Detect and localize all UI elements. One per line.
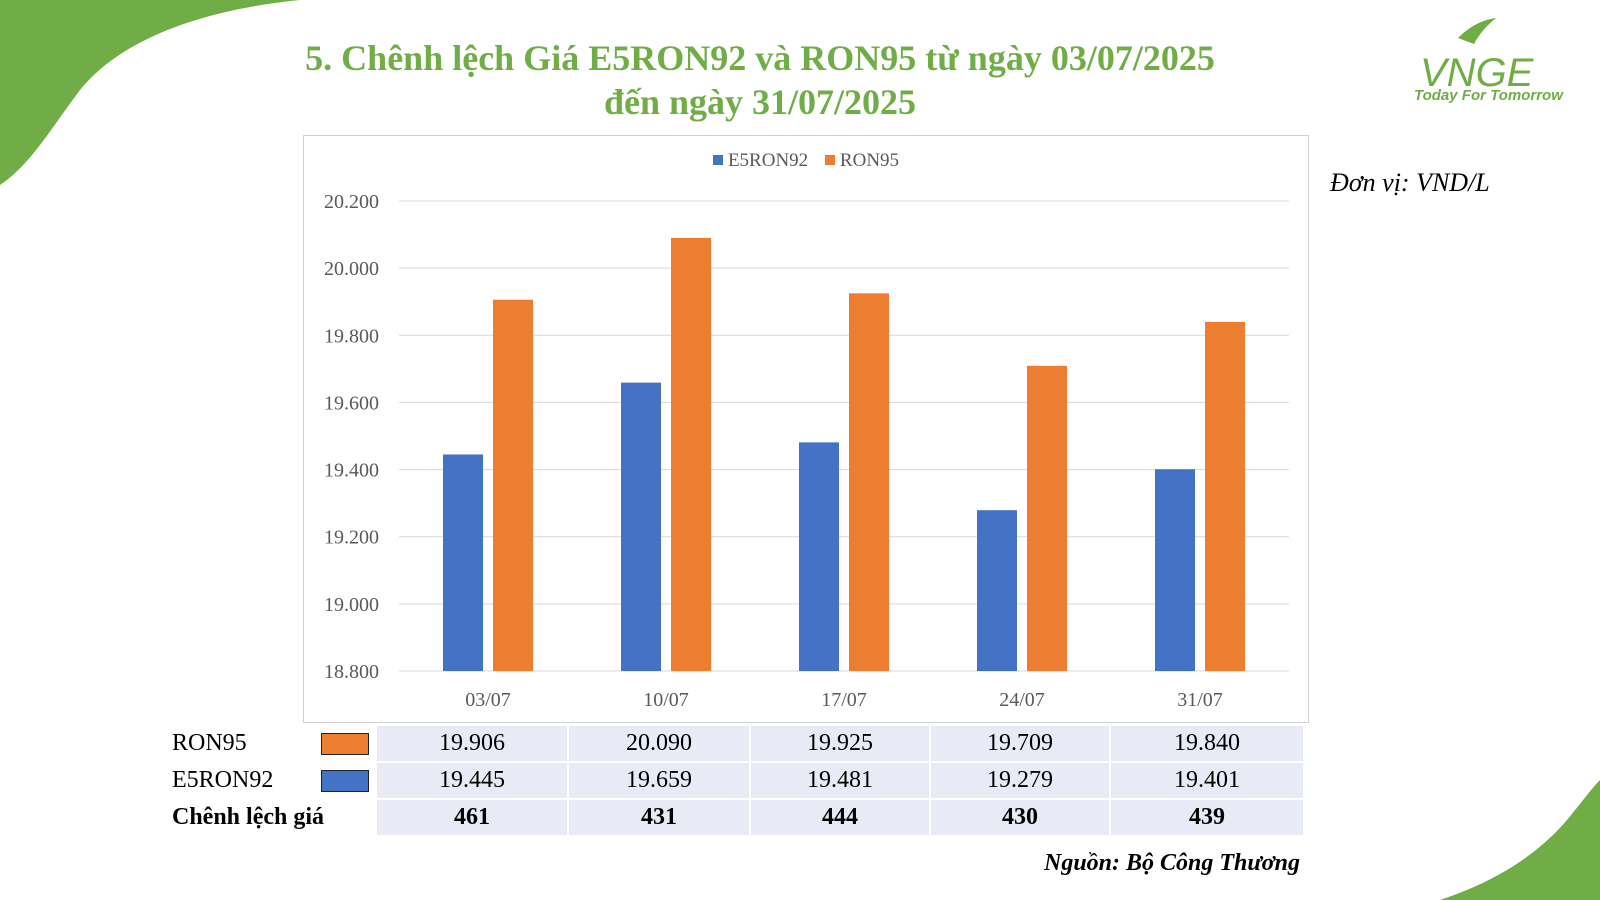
y-tick-label: 18.800 bbox=[324, 661, 379, 683]
bottom-right-leaf bbox=[1440, 780, 1600, 900]
table-row-ron95: RON95 19.906 20.090 19.925 19.709 19.840 bbox=[170, 726, 1303, 763]
logo-tagline: Today For Tomorrow bbox=[1414, 87, 1564, 104]
table-cell: 444 bbox=[749, 800, 929, 837]
x-tick-label: 10/07 bbox=[643, 689, 689, 711]
bar-e5ron92-2 bbox=[621, 382, 661, 671]
legend-item-e5ron92: E5RON92 bbox=[712, 150, 809, 172]
table-cell: 19.401 bbox=[1109, 763, 1303, 800]
y-tick-label: 20.200 bbox=[324, 191, 379, 213]
table-cell: 431 bbox=[567, 800, 749, 837]
data-table: RON95 19.906 20.090 19.925 19.709 19.840… bbox=[170, 726, 1303, 837]
legend-swatch-ron95 bbox=[824, 154, 835, 165]
row-key-e5ron92 bbox=[315, 763, 375, 800]
y-tick-label: 19.000 bbox=[324, 594, 379, 616]
row-key-ron95 bbox=[315, 726, 375, 763]
x-tick-label: 17/07 bbox=[821, 689, 867, 711]
bar-e5ron92-5 bbox=[1155, 469, 1195, 671]
table-cell: 20.090 bbox=[567, 726, 749, 763]
bar-e5ron92-4 bbox=[977, 510, 1017, 671]
table-cell: 19.709 bbox=[929, 726, 1109, 763]
logo-leaf-mark bbox=[1458, 18, 1496, 44]
table-cell: 430 bbox=[929, 800, 1109, 837]
table-cell: 19.906 bbox=[375, 726, 567, 763]
key-swatch-ron95 bbox=[321, 733, 369, 756]
bar-e5ron92-1 bbox=[443, 454, 483, 671]
y-tick-label: 20.000 bbox=[324, 258, 379, 280]
table-cell: 19.481 bbox=[749, 763, 929, 800]
chart-plot: 18.800 19.000 19.200 19.400 19.600 19.800 20.0… bbox=[324, 191, 1289, 711]
bar-chart: E5RON92 RON95 18.800 19.000 19.200 19.400 19… bbox=[303, 135, 1309, 723]
bar-ron95-2 bbox=[671, 237, 711, 671]
table-row-e5ron92: E5RON92 19.445 19.659 19.481 19.279 19.4… bbox=[170, 763, 1303, 800]
bar-ron95-4 bbox=[1027, 365, 1067, 671]
x-tick-label: 24/07 bbox=[999, 689, 1045, 711]
table-cell: 19.840 bbox=[1109, 726, 1303, 763]
legend-label-ron95: RON95 bbox=[839, 150, 900, 171]
table-cell: 19.279 bbox=[929, 763, 1109, 800]
table-cell: 19.659 bbox=[567, 763, 749, 800]
row-label-ron95: RON95 bbox=[170, 726, 315, 763]
legend-item-ron95: RON95 bbox=[824, 150, 900, 172]
key-swatch-e5ron92 bbox=[321, 770, 369, 793]
legend-swatch-e5ron92 bbox=[712, 154, 723, 165]
vnge-logo: VNGE Today For Tomorrow bbox=[1414, 18, 1564, 104]
y-tick-label: 19.600 bbox=[324, 392, 379, 414]
unit-label: Đơn vị: VND/L bbox=[1330, 168, 1490, 197]
bar-ron95-1 bbox=[493, 299, 533, 671]
y-tick-label: 19.400 bbox=[324, 460, 379, 482]
chart-legend: E5RON92 RON95 bbox=[304, 150, 1308, 172]
x-tick-label: 31/07 bbox=[1177, 689, 1223, 711]
table-cell: 461 bbox=[375, 800, 567, 837]
row-label-difference: Chênh lệch giá bbox=[170, 800, 375, 837]
legend-label-e5ron92: E5RON92 bbox=[727, 150, 809, 171]
chart-title: 5. Chênh lệch Giá E5RON92 và RON95 từ ng… bbox=[260, 36, 1260, 124]
table-cell: 19.445 bbox=[375, 763, 567, 800]
title-line-1: 5. Chênh lệch Giá E5RON92 và RON95 từ ng… bbox=[305, 38, 1215, 78]
title-line-2: đến ngày 31/07/2025 bbox=[603, 82, 917, 122]
y-tick-label: 19.800 bbox=[324, 325, 379, 347]
source-note: Nguồn: Bộ Công Thương bbox=[1044, 850, 1300, 876]
x-tick-label: 03/07 bbox=[465, 689, 511, 711]
table-cell: 439 bbox=[1109, 800, 1303, 837]
bar-ron95-5 bbox=[1205, 321, 1245, 671]
y-tick-label: 19.200 bbox=[324, 527, 379, 549]
logo-mark: VNGE bbox=[1420, 51, 1535, 95]
table-cell: 19.925 bbox=[749, 726, 929, 763]
bar-e5ron92-3 bbox=[799, 442, 839, 671]
bar-ron95-3 bbox=[849, 293, 889, 671]
row-label-e5ron92: E5RON92 bbox=[170, 763, 315, 800]
top-left-leaf bbox=[0, 0, 300, 185]
table-row-difference: Chênh lệch giá 461 431 444 430 439 bbox=[170, 800, 1303, 837]
